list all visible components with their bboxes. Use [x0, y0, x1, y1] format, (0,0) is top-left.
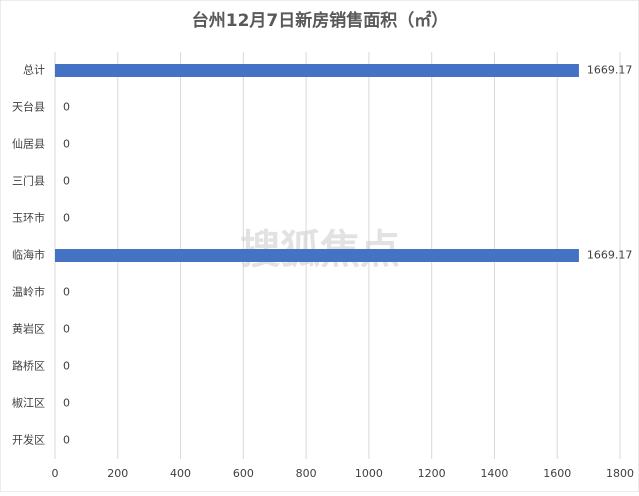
y-tick-label: 路桥区 — [12, 360, 45, 373]
x-tick-label: 1400 — [480, 467, 508, 480]
value-label: 0 — [63, 212, 70, 225]
value-label: 0 — [63, 323, 70, 336]
y-tick-label: 仙居县 — [12, 138, 45, 151]
value-label: 0 — [63, 360, 70, 373]
x-tick-label: 800 — [296, 467, 317, 480]
x-tick-label: 600 — [233, 467, 254, 480]
bar — [55, 64, 579, 77]
value-label: 0 — [63, 286, 70, 299]
value-label: 0 — [63, 397, 70, 410]
bar — [55, 249, 579, 262]
y-tick-label: 天台县 — [12, 100, 45, 114]
x-tick-label: 1800 — [606, 467, 634, 480]
value-label: 0 — [63, 175, 70, 188]
y-tick-label: 开发区 — [12, 433, 45, 447]
y-tick-label: 黄岩区 — [12, 322, 45, 336]
y-tick-label: 玉环市 — [12, 211, 45, 225]
y-tick-label: 椒江区 — [12, 396, 45, 410]
x-tick-label: 1600 — [543, 467, 571, 480]
y-tick-label: 总计 — [23, 63, 45, 77]
value-label: 1669.17 — [587, 249, 633, 262]
y-tick-label: 三门县 — [12, 174, 45, 188]
x-tick-label: 1200 — [418, 467, 446, 480]
value-label: 0 — [63, 434, 70, 447]
value-label: 0 — [63, 101, 70, 114]
y-tick-label: 临海市 — [12, 248, 45, 262]
x-tick-label: 400 — [170, 467, 191, 480]
x-tick-label: 0 — [52, 467, 59, 480]
x-tick-label: 200 — [107, 467, 128, 480]
chart-title: 台州12月7日新房销售面积（㎡） — [192, 10, 449, 31]
value-label: 1669.17 — [587, 64, 633, 77]
value-label: 0 — [63, 138, 70, 151]
x-tick-label: 1000 — [355, 467, 383, 480]
y-tick-label: 温岭市 — [12, 285, 45, 299]
